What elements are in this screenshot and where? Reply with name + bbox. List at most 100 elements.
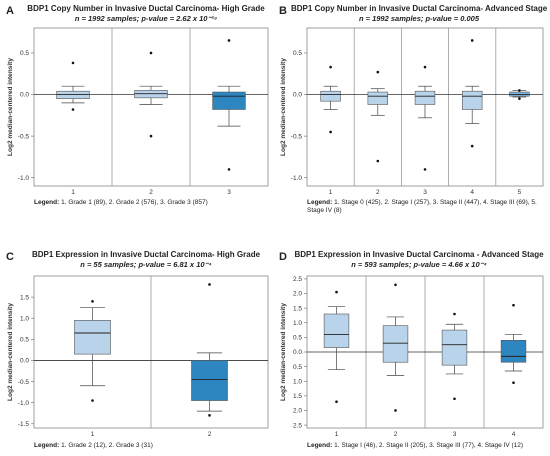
legend-text: 1. Stage I (46), 2. Stage II (205), 3. S…: [334, 442, 524, 449]
box: [367, 91, 389, 105]
outlier-point: [208, 283, 211, 286]
panel-d: D BDP1 Expression in Invasive Ductal Car…: [275, 228, 550, 456]
outlier-point: [470, 39, 474, 42]
legend: Legend: 1. Grade 1 (89), 2. Grade 2 (576…: [34, 199, 269, 207]
y-tick-label: -0.5: [18, 133, 30, 140]
box: [323, 313, 350, 348]
y-tick-label: 2.5: [293, 422, 302, 429]
y-tick-label: 1.0: [293, 378, 302, 385]
outlier-point: [208, 414, 211, 417]
panel-letter: A: [6, 5, 14, 17]
y-tick-label: 0.5: [293, 50, 302, 57]
y-tick-label: -1.0: [18, 400, 30, 407]
box: [441, 329, 468, 366]
outlier-point: [512, 381, 515, 384]
box: [461, 90, 483, 110]
legend-label: Legend:: [34, 199, 60, 206]
y-axis-label: Log2 median-centered intensity: [7, 58, 14, 156]
outlier-point: [453, 312, 456, 316]
outlier-point: [423, 168, 427, 171]
legend-text: 1. Stage 0 (425), 2. Stage I (257), 3. S…: [307, 199, 537, 214]
y-tick-label: 0.0: [293, 349, 302, 356]
x-tick-label: 2: [376, 189, 380, 196]
panel-c: C BDP1 Expression in Invasive Ductal Car…: [0, 228, 275, 456]
y-tick-label: 1.5: [293, 393, 302, 400]
box-plot-a: -1.0 -0.5 0.0 0.5 Log2 median-centered inten…: [7, 27, 269, 196]
outlier-point: [335, 400, 338, 403]
box: [191, 360, 228, 401]
x-tick-label: 3: [453, 431, 457, 438]
box-plot-c: -1.5 -1.0 -0.5 0.0 0.5 1.0 1.5 Log2 median-cent…: [7, 275, 269, 438]
panel-stats: n = 55 samples; p-value = 6.81 x 10⁻⁴: [80, 260, 212, 269]
y-tick-label: 2.0: [293, 408, 302, 415]
panel-letter: C: [6, 251, 14, 263]
panel-b: B BDP1 Copy Number in Invasive Ductal Ca…: [275, 0, 550, 228]
y-tick-label: 0.5: [293, 335, 302, 342]
x-tick-label: 2: [149, 189, 153, 196]
y-tick-label: -1.0: [291, 175, 303, 182]
y-axis-label: Log2 median-centered intensity: [7, 303, 14, 401]
outlier-point: [470, 144, 474, 148]
x-tick-label: 3: [423, 189, 427, 196]
panel-letter: B: [279, 5, 287, 17]
outlier-point: [376, 159, 380, 163]
y-tick-label: 0.0: [20, 92, 29, 99]
y-tick-label: 1.5: [20, 294, 29, 301]
x-tick-label: 1: [335, 431, 339, 438]
box: [414, 90, 436, 105]
outlier-point: [329, 130, 332, 134]
panel-stats: n = 1992 samples; p-value = 2.62 x 10⁻¹⁹: [74, 14, 218, 23]
outlier-point: [227, 39, 231, 42]
legend: Legend: 1. Grade 2 (12), 2. Grade 3 (31): [34, 442, 269, 450]
x-tick-label: 1: [71, 189, 75, 196]
box: [320, 90, 341, 102]
x-tick-label: 1: [329, 189, 333, 196]
outlier-point: [335, 290, 338, 294]
y-tick-label: -1.5: [18, 421, 30, 428]
outlier-point: [71, 61, 75, 65]
panel-stats: n = 593 samples; p-value = 4.66 x 10⁻⁴: [351, 260, 487, 269]
outlier-point: [329, 65, 332, 69]
y-tick-label: 2.5: [293, 276, 302, 283]
x-tick-label: 5: [518, 189, 522, 196]
box-plot-d: 2.5 2.0 1.5 1.0 0.5 0.0 0.5 1.0 1.5 2.0 2.5 Log2 me…: [280, 275, 544, 438]
outlier-point: [149, 51, 153, 55]
y-axis-label: Log2 median-centered intensity: [280, 303, 287, 401]
outlier-point: [453, 397, 456, 401]
y-tick-label: 1.5: [293, 305, 302, 312]
y-tick-label: 0.5: [293, 364, 302, 371]
y-tick-label: 0.0: [20, 358, 29, 365]
x-tick-label: 2: [394, 431, 398, 438]
legend: Legend: 1. Stage I (46), 2. Stage II (20…: [307, 442, 543, 450]
y-tick-label: 0.5: [20, 50, 29, 57]
y-tick-label: 1.0: [293, 320, 302, 327]
y-tick-label: -0.5: [291, 133, 303, 140]
box: [382, 325, 409, 363]
box: [212, 91, 246, 110]
y-tick-label: 0.5: [20, 337, 29, 344]
legend-label: Legend:: [307, 199, 333, 206]
x-tick-label: 4: [512, 431, 516, 438]
panel-title: BDP1 Expression in Invasive Ductal Carci…: [294, 250, 544, 259]
legend: Legend: 1. Stage 0 (425), 2. Stage I (25…: [307, 199, 543, 215]
x-tick-label: 4: [470, 189, 474, 196]
outlier-point: [227, 168, 231, 171]
box-plot-b: -1.0 -0.5 0.0 0.5 Log2 median-centered inten…: [280, 27, 544, 196]
panel-a: A BDP1 Copy Number in Invasive Ductal Ca…: [0, 0, 275, 228]
y-axis-label: Log2 median-centered intensity: [280, 58, 287, 156]
outlier-point: [512, 303, 515, 307]
legend-text: 1. Grade 1 (89), 2. Grade 2 (576), 3. Gr…: [61, 199, 208, 206]
panel-title: BDP1 Expression in Invasive Ductal Carci…: [31, 250, 261, 259]
outlier-point: [423, 65, 427, 69]
outlier-point: [91, 399, 94, 402]
legend-label: Legend:: [307, 442, 333, 449]
y-tick-label: 1.0: [20, 315, 29, 322]
panel-stats: n = 1992 samples; p-value = 0.005: [358, 14, 480, 23]
box: [74, 320, 111, 355]
outlier-point: [394, 409, 397, 412]
box: [500, 340, 527, 363]
y-tick-label: 2.0: [293, 291, 302, 298]
outlier-point: [518, 97, 521, 100]
legend-label: Legend:: [34, 442, 60, 449]
y-tick-label: 0.0: [293, 92, 302, 99]
